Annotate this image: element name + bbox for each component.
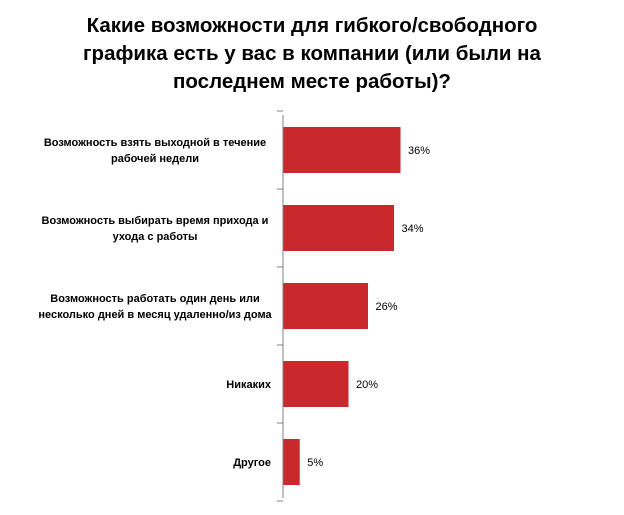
chart-title-line-2: графика есть у вас в компании (или были … xyxy=(83,42,541,65)
bar xyxy=(283,283,368,329)
category-label-line: Возможность выбирать время прихода и xyxy=(42,215,269,227)
data-label: 26% xyxy=(376,301,398,313)
category-label-line: Возможность работать один день или xyxy=(50,293,260,305)
bar xyxy=(283,439,300,485)
data-label: 36% xyxy=(408,145,430,157)
category-label-line: ухода с работы xyxy=(113,231,198,243)
data-label: 20% xyxy=(356,379,378,391)
category-label-line: Другое xyxy=(233,457,271,469)
category-label-line: Возможность взять выходной в течение xyxy=(44,137,266,149)
bar xyxy=(283,127,401,173)
chart-title-line-1: Какие возможности для гибкого/свободного xyxy=(86,14,538,37)
category-label: Возможность взять выходной в течение рабо… xyxy=(44,137,266,165)
category-label: Другое xyxy=(233,457,271,469)
data-label: 5% xyxy=(307,457,323,469)
category-label-line: Никаких xyxy=(226,379,272,391)
data-label: 34% xyxy=(402,223,424,235)
bar xyxy=(283,361,349,407)
bar xyxy=(283,205,394,251)
category-label-line: несколько дней в месяц удаленно/из дома xyxy=(38,309,272,321)
chart-title-line-3: последнем месте работы)? xyxy=(173,70,451,93)
category-label-line: рабочей недели xyxy=(111,153,199,165)
category-label: Возможность выбирать время прихода и уход… xyxy=(42,215,269,243)
chart-title: Какие возможности для гибкого/свободного… xyxy=(0,12,624,96)
category-label: Никаких xyxy=(226,379,272,391)
category-label: Возможность работать один день или нескол… xyxy=(38,293,272,321)
